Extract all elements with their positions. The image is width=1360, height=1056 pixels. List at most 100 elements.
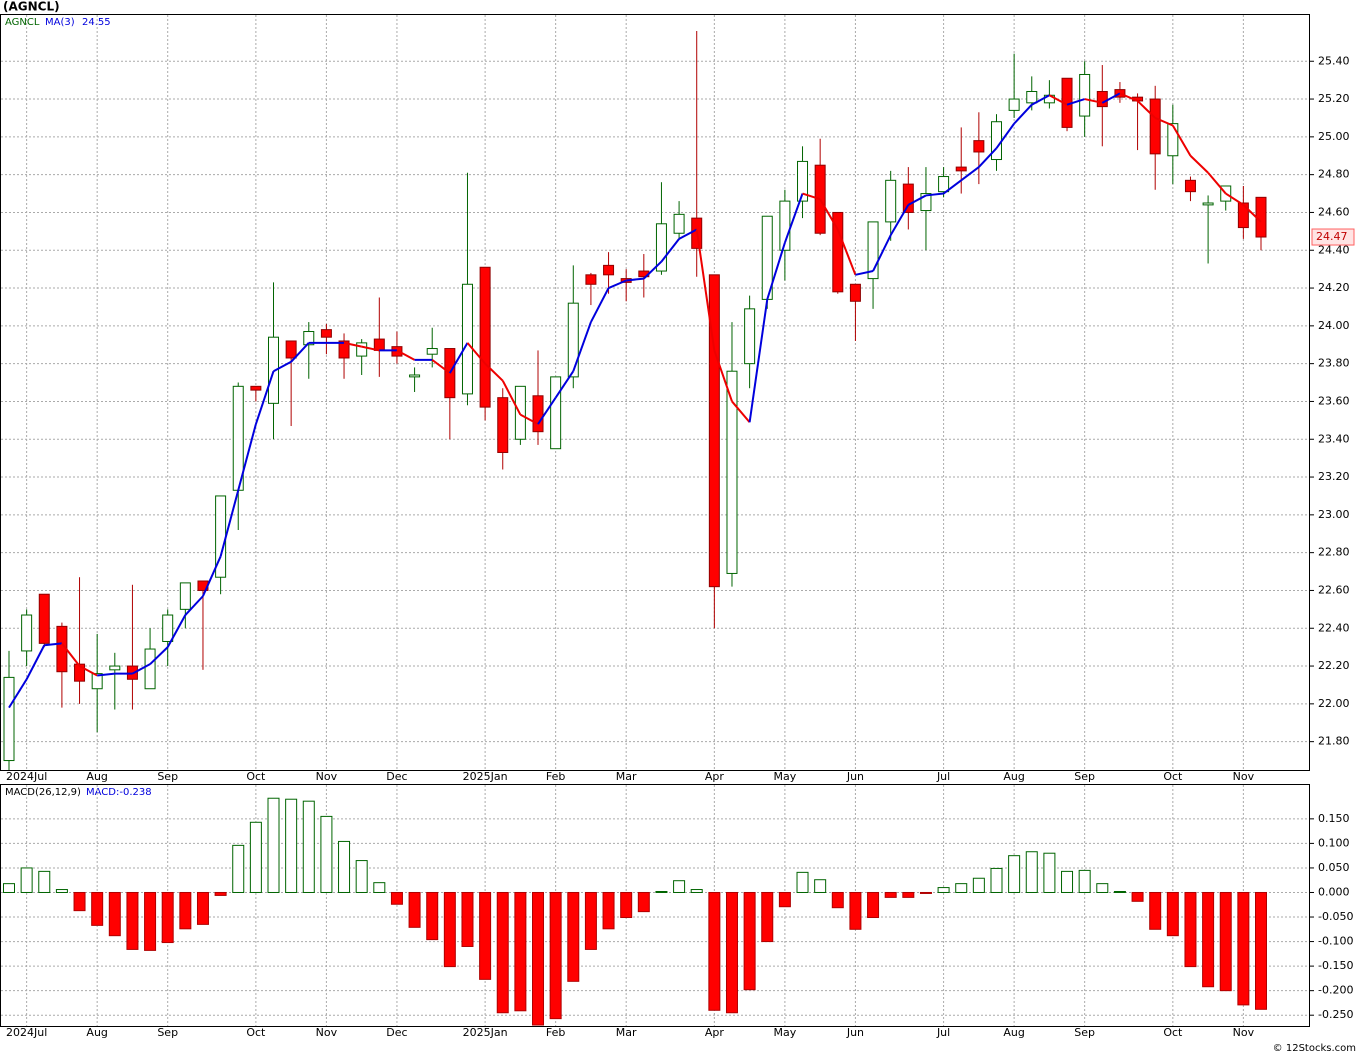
candle-body [356,342,368,357]
macd-bar [461,891,474,947]
ma-segment [1207,172,1227,195]
y-tick-label: 24.20 [1318,281,1350,294]
ma-segment [1171,125,1192,157]
macd-bar [38,870,51,893]
y-tick-label: -0.150 [1318,959,1353,972]
candle-body [567,302,579,378]
macd-bar [179,891,192,930]
x-tick-label: Jun [846,770,864,783]
ma-segment [219,490,240,557]
macd-bar [919,891,932,894]
macd-bar [972,877,985,893]
ma-segment [1048,94,1068,106]
macd-bar [567,891,580,982]
y-tick-label: 23.60 [1318,394,1350,407]
macd-bar [302,800,315,893]
candle-body [832,211,844,293]
macd-panel [0,784,1310,1027]
ma-segment [590,287,610,323]
ma-segment [1225,192,1244,206]
ma-segment [1119,92,1138,102]
y-tick-label: 23.40 [1318,432,1350,445]
macd-bar [1166,891,1179,937]
ma-segment [554,370,575,399]
candle-body [938,176,950,193]
macd-bar [549,891,562,1020]
macd-bar [937,887,950,893]
macd-bar [267,797,280,893]
ma-segment [925,192,944,197]
candle-body [867,221,879,280]
ma-segment [343,341,362,348]
x-tick-label: Apr [705,770,725,783]
macd-bar [1043,852,1056,893]
macd-bar [1219,891,1232,992]
x-tick-label: May [774,1026,797,1039]
x-tick-label: Feb [546,1026,565,1039]
candle-body [673,213,685,234]
x-tick-label: Aug [86,1026,107,1039]
candle-body [1026,90,1038,104]
ma-segment [466,342,486,365]
ma-segment [748,299,769,423]
macd-bar [373,882,386,893]
candle-body [461,283,473,395]
price-panel [0,14,1310,771]
ma-segment [1066,98,1085,106]
x-tick-label: 2024Jul [6,1026,47,1039]
source: © 12Stocks.com [1273,1043,1356,1054]
y-tick-label: 24.60 [1318,205,1350,218]
macd-bar [285,798,298,893]
chart-title: (AGNCL) [3,0,60,14]
macd-bar [708,891,721,1011]
x-tick-label: Nov [1233,770,1255,783]
macd-bar [831,891,844,909]
ma-segment [766,242,786,300]
y-tick-label: 25.40 [1318,54,1350,67]
ma-segment [131,663,151,675]
macd-bar [532,891,545,1026]
x-tick-label: Nov [316,770,338,783]
macd-bar [320,815,333,893]
macd-bar [796,871,809,893]
candle-body [655,223,667,272]
ma-segment [254,370,275,425]
ma-segment [25,644,46,680]
ma-segment [202,556,222,597]
ma-segment [519,413,539,426]
x-tick-label: Jul [936,1026,950,1039]
ma-segment [626,277,644,282]
macd-bar [443,891,456,968]
x-tick-label: Sep [1074,770,1095,783]
macd-bar [390,891,403,905]
legend-ma-value: 24.55 [82,17,111,28]
y-tick-label: 24.40 [1318,243,1350,256]
y-tick-label: 0.100 [1318,836,1350,849]
candle-body [144,648,156,690]
ma-segment [1154,117,1174,127]
candle-body [955,166,967,172]
legend-symbol: AGNCL [5,17,40,28]
macd-bar [73,891,86,912]
ma-segment [889,204,910,236]
macd-bar [161,891,174,944]
macd-bar [1237,891,1250,1006]
y-tick-label: 0.150 [1318,812,1350,825]
candle-body [74,663,86,682]
x-tick-label: Jun [846,1026,864,1039]
macd-bar [1255,891,1267,1010]
macd-bar [214,891,227,896]
macd-bar [108,891,121,937]
y-tick-label: -0.050 [1318,910,1353,923]
macd-bar [743,891,756,991]
ma-segment [572,321,592,372]
ma-segment [643,260,663,280]
macd-bar [602,891,615,930]
y-tick-label: 24.00 [1318,319,1350,332]
candle-body [409,374,421,378]
macd-bar [1149,891,1162,930]
candle-body [1167,123,1179,157]
candle-body [708,274,720,588]
macd-bar [196,891,209,925]
